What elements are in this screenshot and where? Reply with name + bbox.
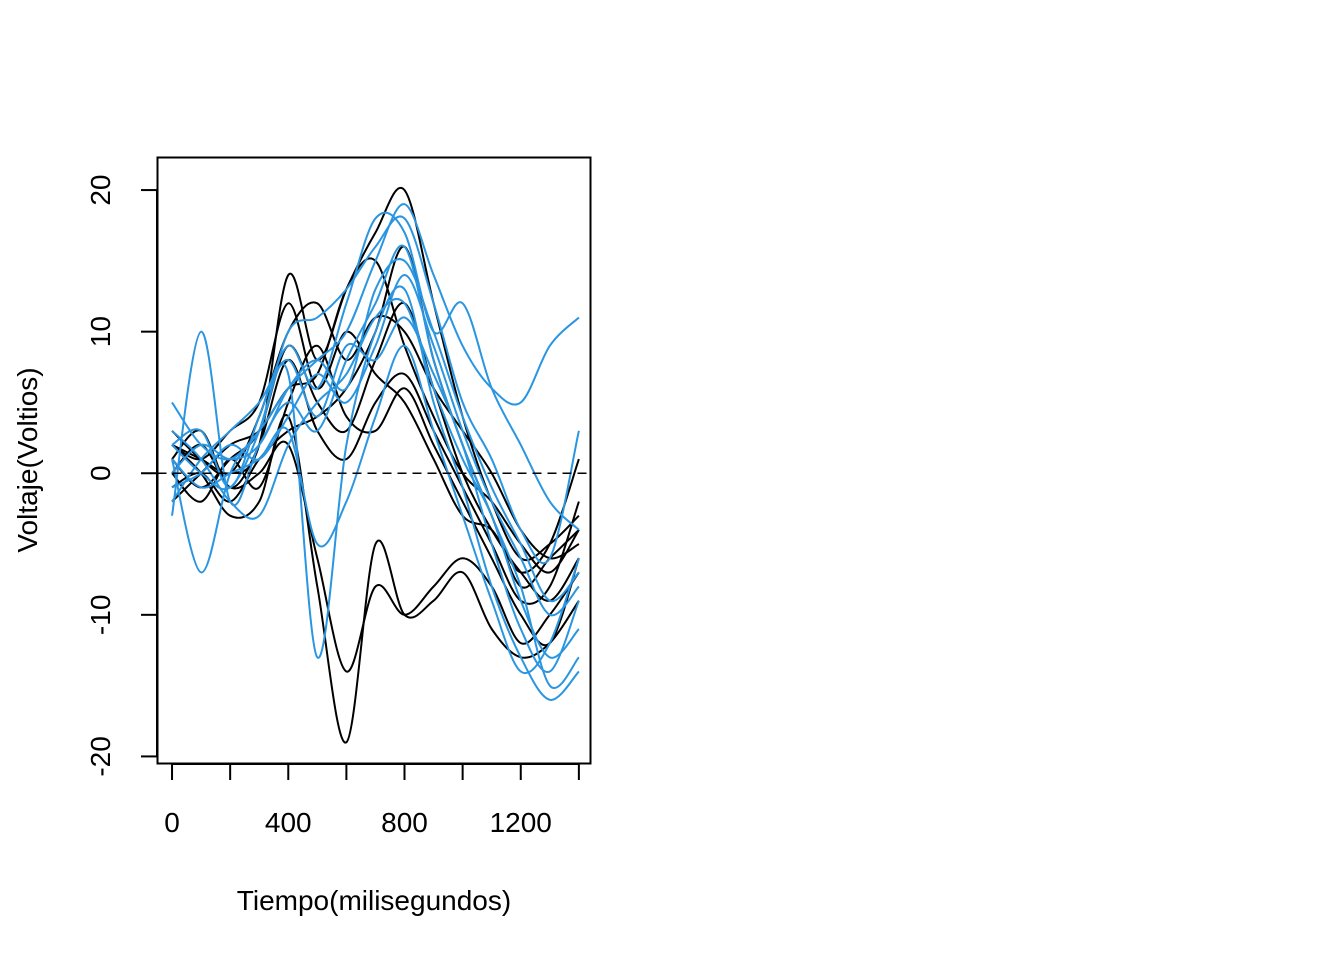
series-line-0-8 [171, 344, 580, 647]
y-tick-label: 0 [85, 465, 116, 481]
x-tick-label: 400 [265, 807, 312, 838]
y-tick-label: 20 [85, 174, 116, 205]
y-tick-label: -20 [85, 736, 116, 776]
y-tick-label: -10 [85, 595, 116, 635]
series-line-0-4 [171, 414, 580, 744]
y-axis: -20 -10 0 10 20 [85, 174, 158, 777]
series-line-1-4 [171, 273, 580, 617]
x-tick-label: 0 [164, 807, 180, 838]
x-tick-label: 800 [381, 807, 428, 838]
series-line-1-7 [171, 316, 580, 673]
x-tick-label: 1200 [490, 807, 552, 838]
x-axis-label: Tiempo(milisegundos) [237, 885, 511, 916]
series-line-1-5 [171, 297, 580, 659]
series-line-1-2 [171, 285, 580, 701]
y-tick-label: 10 [85, 316, 116, 347]
series-line-1-9 [171, 215, 580, 565]
series-line-1-8 [171, 344, 580, 675]
series-line-1-6 [171, 258, 580, 603]
y-axis-label: Voltaje(Voltios) [12, 367, 43, 552]
series-layer [171, 186, 580, 744]
x-axis: 0 400 800 1200 [164, 763, 580, 838]
series-line-0-7 [171, 359, 580, 605]
